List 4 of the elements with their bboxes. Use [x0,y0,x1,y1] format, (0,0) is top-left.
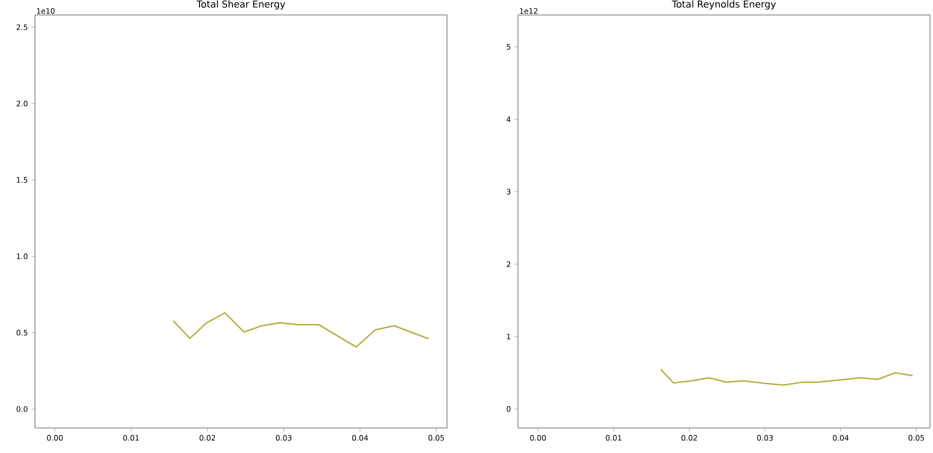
line-series [172,312,430,348]
chart-title: Total Shear Energy [196,0,286,10]
chart-title: Total Reynolds Energy [672,0,776,10]
line-series [660,368,914,386]
